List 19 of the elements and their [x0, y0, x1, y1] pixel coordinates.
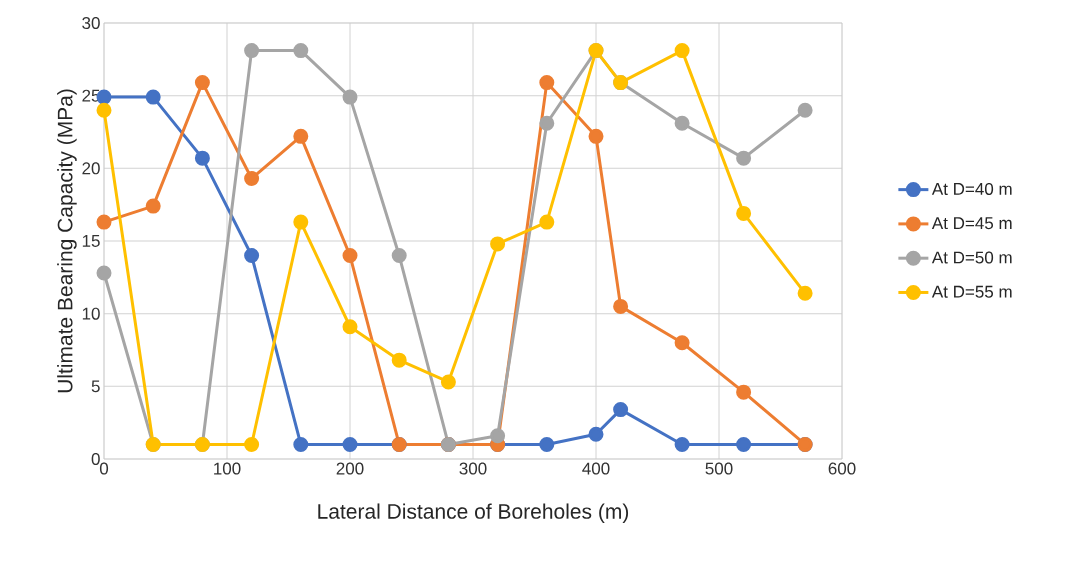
x-axis-title: Lateral Distance of Boreholes (m) — [318, 503, 629, 523]
y-tick-label: 30 — [82, 16, 100, 30]
y-tick-label: 0 — [91, 452, 100, 466]
y-tick-label: 5 — [91, 380, 100, 393]
x-tick-label: 600 — [828, 462, 856, 475]
y-axis-title: Ultimate Bearing Capacity (MPa) — [57, 89, 77, 393]
legend-label: At D=40 m — [931, 182, 1012, 195]
x-tick-label: 300 — [459, 462, 487, 475]
x-tick-label: 100 — [214, 462, 241, 475]
y-tick-label: 10 — [82, 307, 100, 320]
x-tick-label: 400 — [582, 462, 610, 475]
y-tick-label: 15 — [82, 235, 100, 247]
y-tick-label: 20 — [82, 162, 100, 175]
x-tick-label: 200 — [336, 462, 364, 475]
legend-label: At D=45 m — [931, 217, 1012, 230]
x-tick-label: 500 — [705, 462, 733, 475]
x-tick-label: 0 — [99, 462, 109, 475]
legend-label: At D=55 m — [931, 285, 1012, 298]
legend-label: At D=50 m — [931, 251, 1012, 264]
